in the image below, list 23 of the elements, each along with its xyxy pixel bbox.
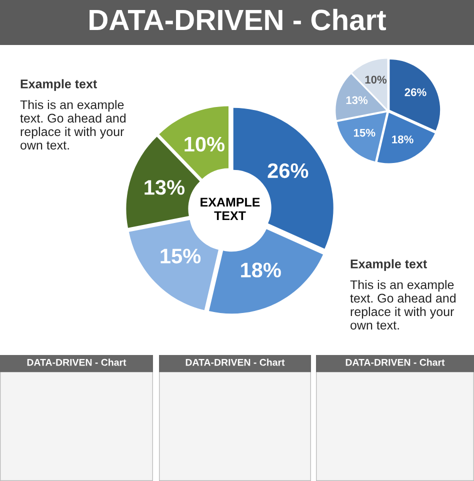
data-label: 26% [268, 163, 308, 178]
data-label: 15% [160, 248, 201, 264]
text: DATA-DRIVEN - Chart [186, 358, 285, 366]
chart-title: DATA-DRIVEN - Chart [90, 8, 386, 30]
pie-slice [390, 60, 440, 131]
text: Example text [20, 79, 97, 91]
data-label: 26% [404, 88, 426, 96]
pie-slice [337, 112, 387, 162]
data-label: 13% [144, 180, 185, 195]
text: This is an example text. Go ahead and replace it with your own text. [350, 280, 456, 330]
data-label: 10% [184, 136, 225, 152]
data-label: 18% [392, 135, 414, 144]
text: This is an example text. Go ahead and replace it with your own text. [20, 100, 126, 150]
text: EXAMPLE TEXT [200, 198, 260, 220]
pie-slice [336, 74, 386, 120]
data-label: 13% [346, 96, 368, 104]
text: DATA-DRIVEN - Chart [27, 358, 126, 366]
text: Example text [350, 259, 427, 271]
data-label: 10% [365, 76, 387, 84]
text: DATA-DRIVEN - Chart [346, 358, 445, 366]
data-label: 18% [241, 262, 281, 278]
pie-slice [377, 112, 435, 164]
data-label: 15% [354, 128, 376, 137]
